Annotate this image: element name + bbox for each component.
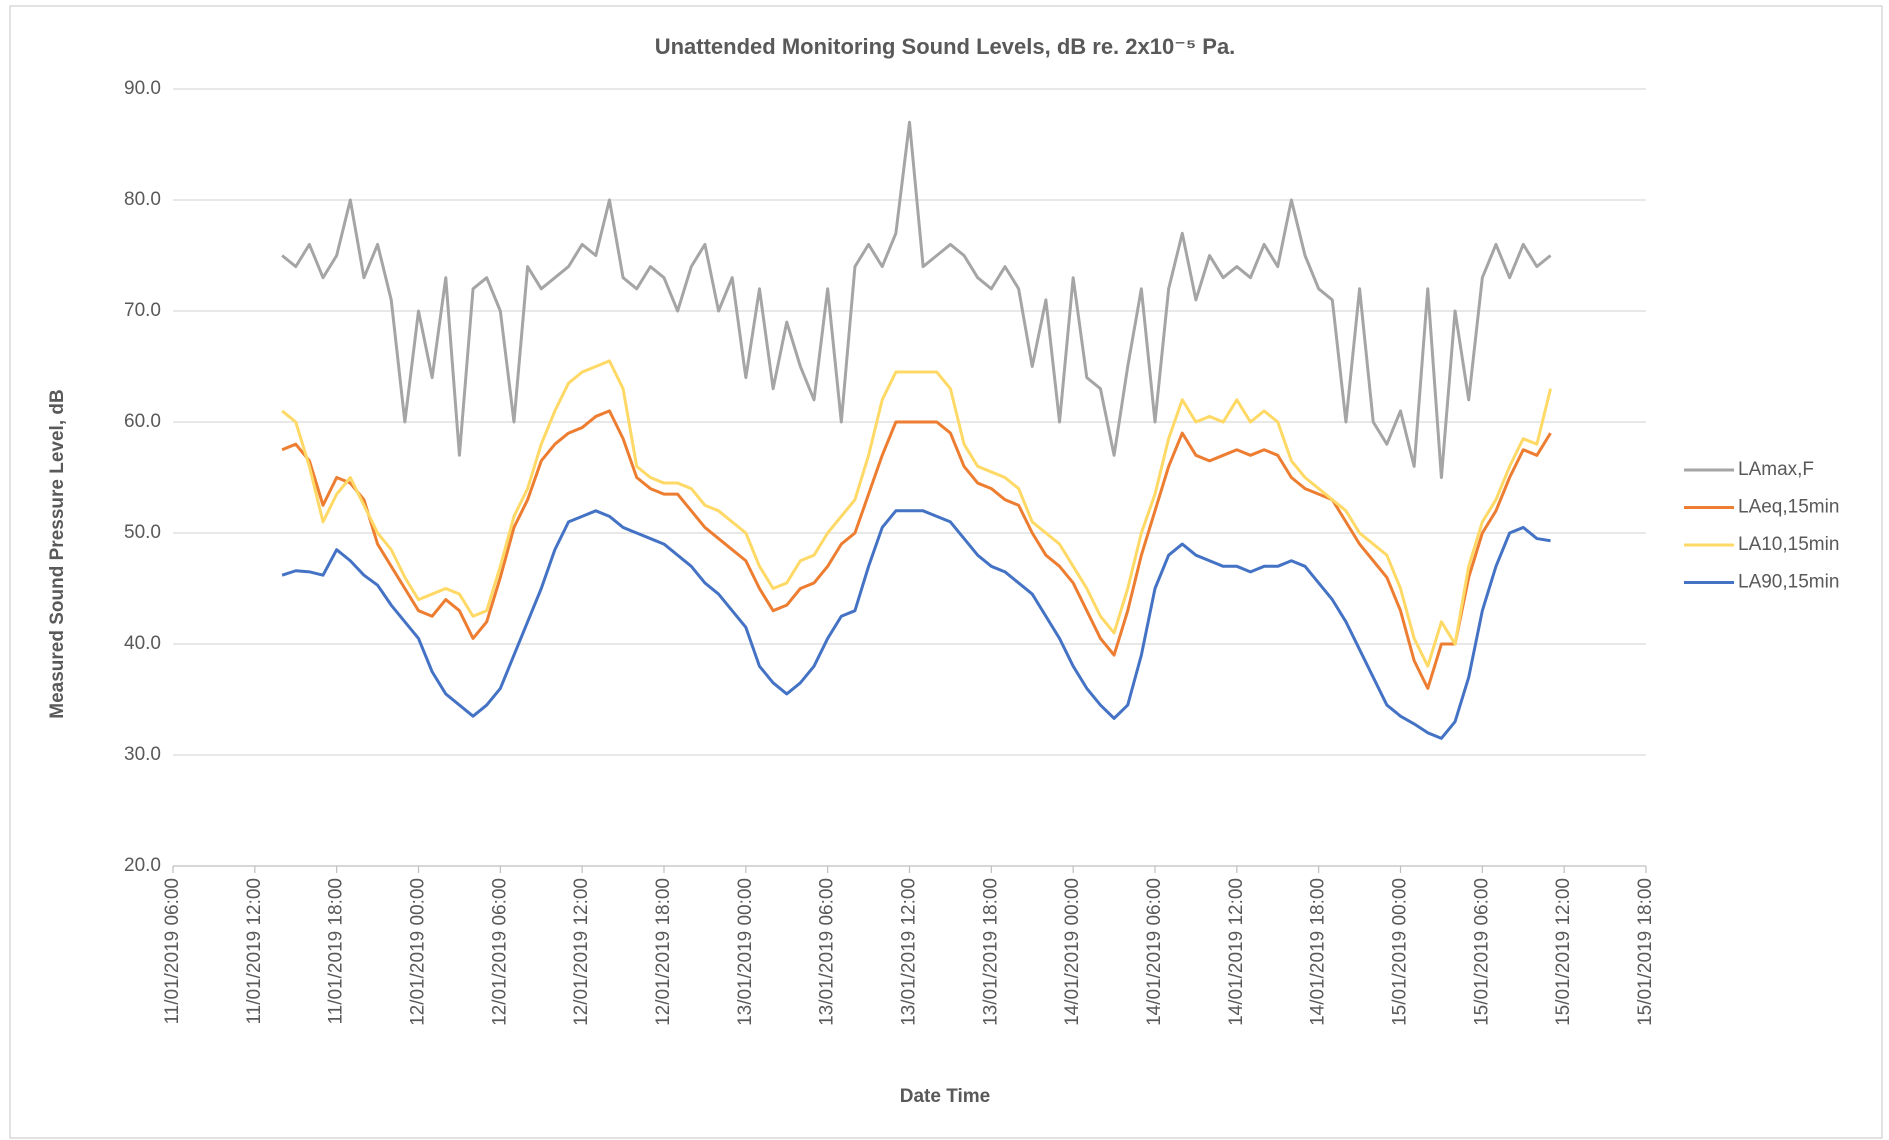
y-tick-label: 60.0 (124, 411, 161, 432)
series-line (281, 120, 1552, 479)
x-tick-label: 11/01/2019 18:00 (326, 878, 347, 1025)
x-tick-label: 14/01/2019 06:00 (1144, 878, 1165, 1026)
x-axis-title: Date Time (900, 1086, 990, 1107)
x-tick-label: 11/01/2019 06:00 (162, 878, 183, 1025)
chart-frame (9, 5, 1883, 1139)
x-tick-label: 12/01/2019 18:00 (653, 878, 674, 1026)
x-tick-label: 11/01/2019 12:00 (244, 878, 265, 1025)
x-tick-label: 13/01/2019 18:00 (980, 878, 1001, 1026)
x-tick-label: 13/01/2019 00:00 (735, 878, 756, 1026)
y-tick-label: 80.0 (124, 189, 161, 210)
x-tick-label: 15/01/2019 00:00 (1390, 878, 1411, 1026)
x-tick-label: 13/01/2019 12:00 (899, 878, 920, 1026)
legend-label: LAeq,15min (1738, 497, 1839, 518)
x-tick-label: 12/01/2019 06:00 (489, 878, 510, 1026)
y-tick-label: 70.0 (124, 300, 161, 321)
series-line (281, 359, 1552, 668)
x-tick-label: 14/01/2019 18:00 (1308, 878, 1329, 1026)
series-line (281, 509, 1551, 740)
series-line (281, 409, 1552, 690)
x-tick-label: 15/01/2019 12:00 (1553, 878, 1574, 1026)
x-tick-label: 12/01/2019 12:00 (571, 878, 592, 1026)
x-tick-label: 15/01/2019 06:00 (1471, 878, 1492, 1026)
x-tick-label: 12/01/2019 00:00 (408, 878, 429, 1026)
y-tick-label: 30.0 (124, 744, 161, 765)
legend-label: LA10,15min (1738, 534, 1839, 555)
x-tick-label: 13/01/2019 06:00 (817, 878, 838, 1026)
legend-label: LA90,15min (1738, 572, 1839, 593)
y-tick-label: 50.0 (124, 522, 161, 543)
legend-label: LAmax,F (1738, 459, 1814, 480)
x-tick-label: 14/01/2019 12:00 (1226, 878, 1247, 1026)
y-tick-label: 20.0 (124, 855, 161, 876)
y-axis-title: Measured Sound Pressure Level, dB (47, 389, 68, 718)
x-tick-label: 15/01/2019 18:00 (1635, 878, 1656, 1026)
y-tick-label: 90.0 (124, 78, 161, 99)
x-tick-label: 14/01/2019 00:00 (1062, 878, 1083, 1026)
y-tick-label: 40.0 (124, 633, 161, 654)
chart-title: Unattended Monitoring Sound Levels, dB r… (655, 34, 1236, 59)
